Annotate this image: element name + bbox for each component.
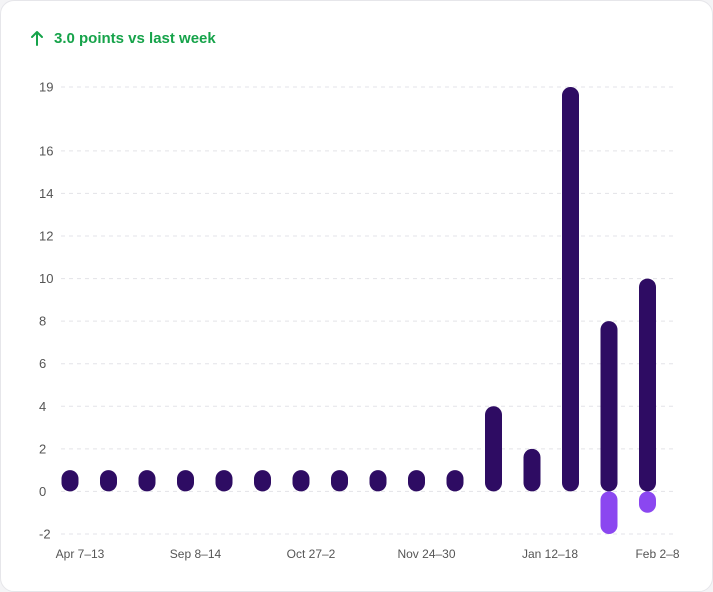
grid-lines xyxy=(61,86,673,535)
bar[interactable] xyxy=(446,470,464,492)
y-axis: -2 0 2 4 6 8 10 12 14 16 19 xyxy=(39,80,53,542)
y-tick-label: 6 xyxy=(39,356,46,371)
x-tick-label: Feb 2–8 xyxy=(635,547,679,561)
trend-summary: 3.0 points vs last week xyxy=(29,29,216,47)
y-tick-label: 10 xyxy=(39,271,53,286)
bar[interactable] xyxy=(600,321,618,492)
x-tick-label: Nov 24–30 xyxy=(397,547,455,561)
bar[interactable] xyxy=(523,448,541,492)
x-axis: Apr 7–13 Sep 8–14 Oct 27–2 Nov 24–30 Jan 12–… xyxy=(56,547,680,561)
y-tick-label: 16 xyxy=(39,143,53,158)
y-tick-label: 4 xyxy=(39,399,46,414)
negative-bar[interactable] xyxy=(600,491,618,534)
y-tick-label: 8 xyxy=(39,314,46,329)
negative-bar[interactable] xyxy=(639,491,656,513)
x-tick-label: Jan 12–18 xyxy=(522,547,578,561)
y-tick-label: 14 xyxy=(39,186,53,201)
y-tick-label: 0 xyxy=(39,484,46,499)
bar[interactable] xyxy=(138,470,156,492)
x-tick-label: Apr 7–13 xyxy=(56,547,105,561)
bar[interactable] xyxy=(485,406,502,492)
bar[interactable] xyxy=(177,470,194,492)
arrow-up-icon xyxy=(31,31,43,46)
bar[interactable] xyxy=(639,278,656,492)
bar[interactable] xyxy=(369,470,387,492)
trend-summary-text: 3.0 points vs last week xyxy=(54,29,216,47)
y-tick-label: 2 xyxy=(39,441,46,456)
x-tick-label: Oct 27–2 xyxy=(287,547,336,561)
bar[interactable] xyxy=(408,470,425,492)
y-tick-label: -2 xyxy=(39,527,51,542)
bars xyxy=(61,87,656,534)
bar[interactable] xyxy=(331,470,348,492)
bar[interactable] xyxy=(61,470,79,492)
bar[interactable] xyxy=(254,470,271,492)
y-tick-label: 12 xyxy=(39,229,53,244)
x-tick-label: Sep 8–14 xyxy=(170,547,222,561)
bar[interactable] xyxy=(562,87,579,492)
bar[interactable] xyxy=(100,470,117,492)
bar[interactable] xyxy=(292,470,310,492)
bar[interactable] xyxy=(215,470,233,492)
y-tick-label: 19 xyxy=(39,80,53,95)
